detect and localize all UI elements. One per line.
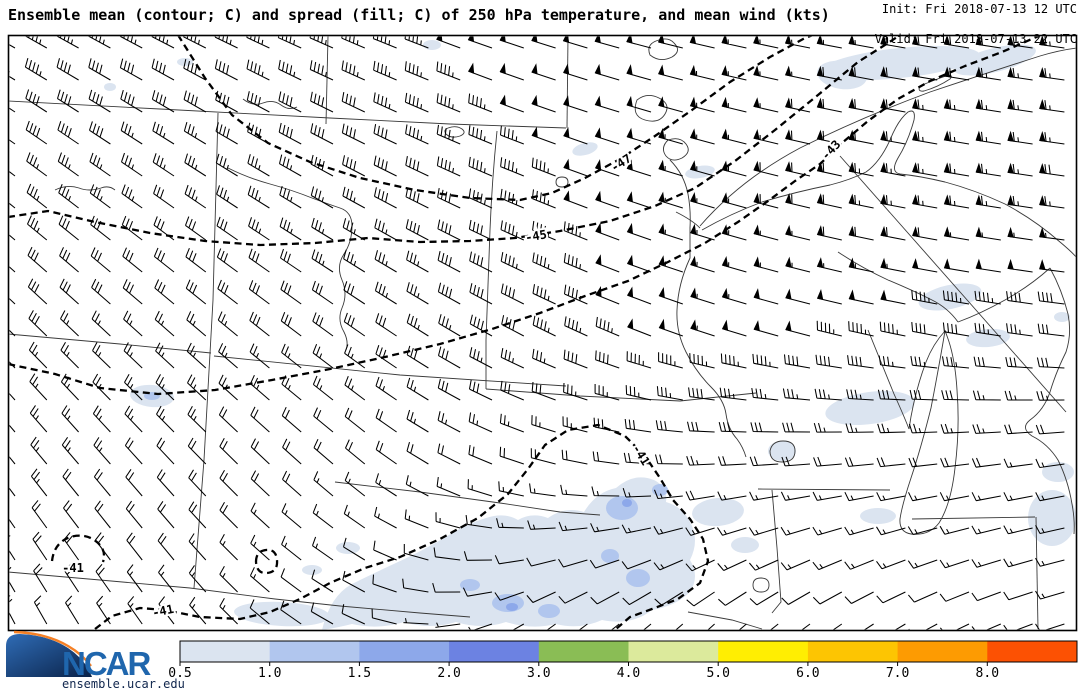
state-boundary-layer bbox=[9, 36, 1067, 630]
colorbar-tick-label: 2.0 bbox=[437, 666, 460, 681]
colorbar-segment bbox=[897, 641, 988, 662]
colorbar-tick-label: 3.0 bbox=[527, 666, 550, 681]
colorbar-tick-label: 8.0 bbox=[976, 666, 999, 681]
spread-fill-layer bbox=[104, 40, 1076, 630]
ncar-wordmark: NCAR bbox=[62, 645, 151, 682]
water-outline-layer bbox=[54, 38, 1076, 593]
colorbar-segment bbox=[180, 641, 271, 662]
page-title: Ensemble mean (contour; C) and spread (f… bbox=[8, 6, 830, 24]
colorbar-segment bbox=[449, 641, 540, 662]
colorbar-segment bbox=[987, 641, 1078, 662]
ncar-arc-icon bbox=[13, 630, 92, 667]
wind-barb-layer bbox=[9, 36, 1065, 630]
contour-label: -41 bbox=[151, 602, 175, 620]
map-frame bbox=[7, 34, 1078, 632]
ncar-logo: NCAR bbox=[6, 630, 153, 682]
colorbar-segment bbox=[807, 641, 899, 662]
contour-label: -45 bbox=[524, 227, 548, 245]
colorbar-tick-label: 6.0 bbox=[796, 666, 819, 681]
contour-label: -41 bbox=[62, 561, 84, 575]
init-timestamp: Init: Fri 2018-07-13 12 UTC bbox=[881, 2, 1077, 16]
contour-label: -47 bbox=[608, 151, 634, 175]
colorbar: 0.5 1.0 1.5 2.0 3.0 4.0 5.0 6.0 7.0 8.0 bbox=[168, 640, 1078, 681]
map-layers: -47-45-43-41-41-41 bbox=[9, 36, 1076, 630]
colorbar-segment bbox=[628, 641, 719, 662]
colorbar-tick-label: 5.0 bbox=[706, 666, 729, 681]
colorbar-segment bbox=[269, 641, 360, 662]
contour-label: -43 bbox=[818, 137, 843, 162]
colorbar-tick-label: 1.0 bbox=[258, 666, 281, 681]
colorbar-segment bbox=[359, 641, 450, 662]
ncar-swoosh-icon bbox=[6, 634, 92, 677]
colorbar-segment bbox=[538, 641, 629, 662]
colorbar-tick-label: 1.5 bbox=[348, 666, 371, 681]
colorbar-tick-label: 7.0 bbox=[886, 666, 909, 681]
colorbar-tick-label: 0.5 bbox=[168, 666, 191, 681]
colorbar-segment bbox=[718, 641, 809, 662]
colorbar-tick-label: 4.0 bbox=[617, 666, 640, 681]
site-label: ensemble.ucar.edu bbox=[62, 677, 185, 691]
